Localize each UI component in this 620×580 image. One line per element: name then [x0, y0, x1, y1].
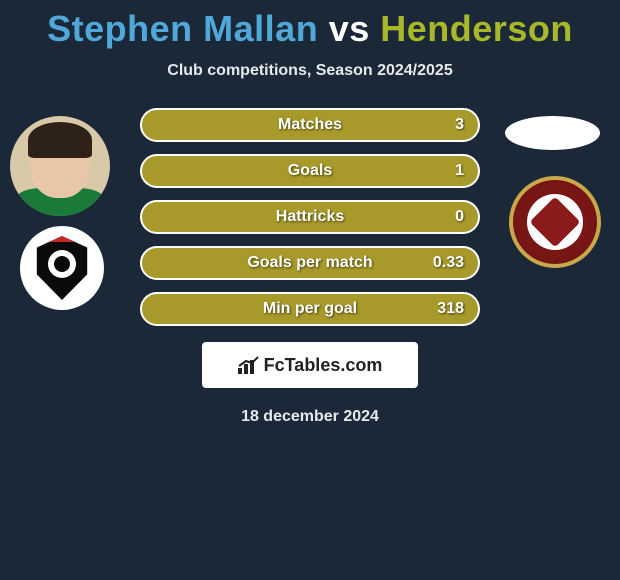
branding-text: FcTables.com [264, 355, 383, 376]
comparison-title: Stephen Mallan vs Henderson [0, 8, 620, 50]
team1-shield [34, 236, 90, 300]
date-text: 18 december 2024 [0, 408, 620, 426]
player1-column [10, 116, 110, 310]
player2-photo-placeholder [505, 116, 600, 150]
stat-label: Hattricks [276, 208, 344, 226]
player2-team-logo [505, 176, 605, 268]
stats-list: Matches 3 Goals 1 Hattricks 0 Goals per … [140, 108, 480, 326]
branding-badge: FcTables.com [202, 342, 418, 388]
player1-hair [28, 122, 92, 158]
stat-row-goals-per-match: Goals per match 0.33 [140, 246, 480, 280]
stat-label: Matches [278, 116, 342, 134]
stat-label: Min per goal [263, 300, 357, 318]
player1-name: Stephen Mallan [47, 8, 318, 49]
player2-name: Henderson [380, 8, 573, 49]
stat-right-value: 3 [455, 116, 464, 134]
stat-row-matches: Matches 3 [140, 108, 480, 142]
stat-right-value: 1 [455, 162, 464, 180]
vs-text: vs [329, 8, 370, 49]
infographic-container: Stephen Mallan vs Henderson Club competi… [0, 0, 620, 426]
team1-accent [46, 232, 78, 242]
chart-icon [238, 356, 260, 374]
stat-right-value: 318 [437, 300, 464, 318]
stat-row-hattricks: Hattricks 0 [140, 200, 480, 234]
team2-badge [509, 176, 601, 268]
stat-label: Goals [288, 162, 332, 180]
content-area: Matches 3 Goals 1 Hattricks 0 Goals per … [0, 108, 620, 426]
stat-row-min-per-goal: Min per goal 318 [140, 292, 480, 326]
stat-row-goals: Goals 1 [140, 154, 480, 188]
stat-right-value: 0 [455, 208, 464, 226]
team2-inner-icon [527, 194, 583, 250]
subtitle: Club competitions, Season 2024/2025 [0, 62, 620, 80]
player2-column [505, 116, 605, 268]
player1-team-logo [20, 226, 104, 310]
stat-label: Goals per match [247, 254, 372, 272]
team1-lion-icon [48, 250, 76, 278]
stat-right-value: 0.33 [433, 254, 464, 272]
player1-photo [10, 116, 110, 216]
